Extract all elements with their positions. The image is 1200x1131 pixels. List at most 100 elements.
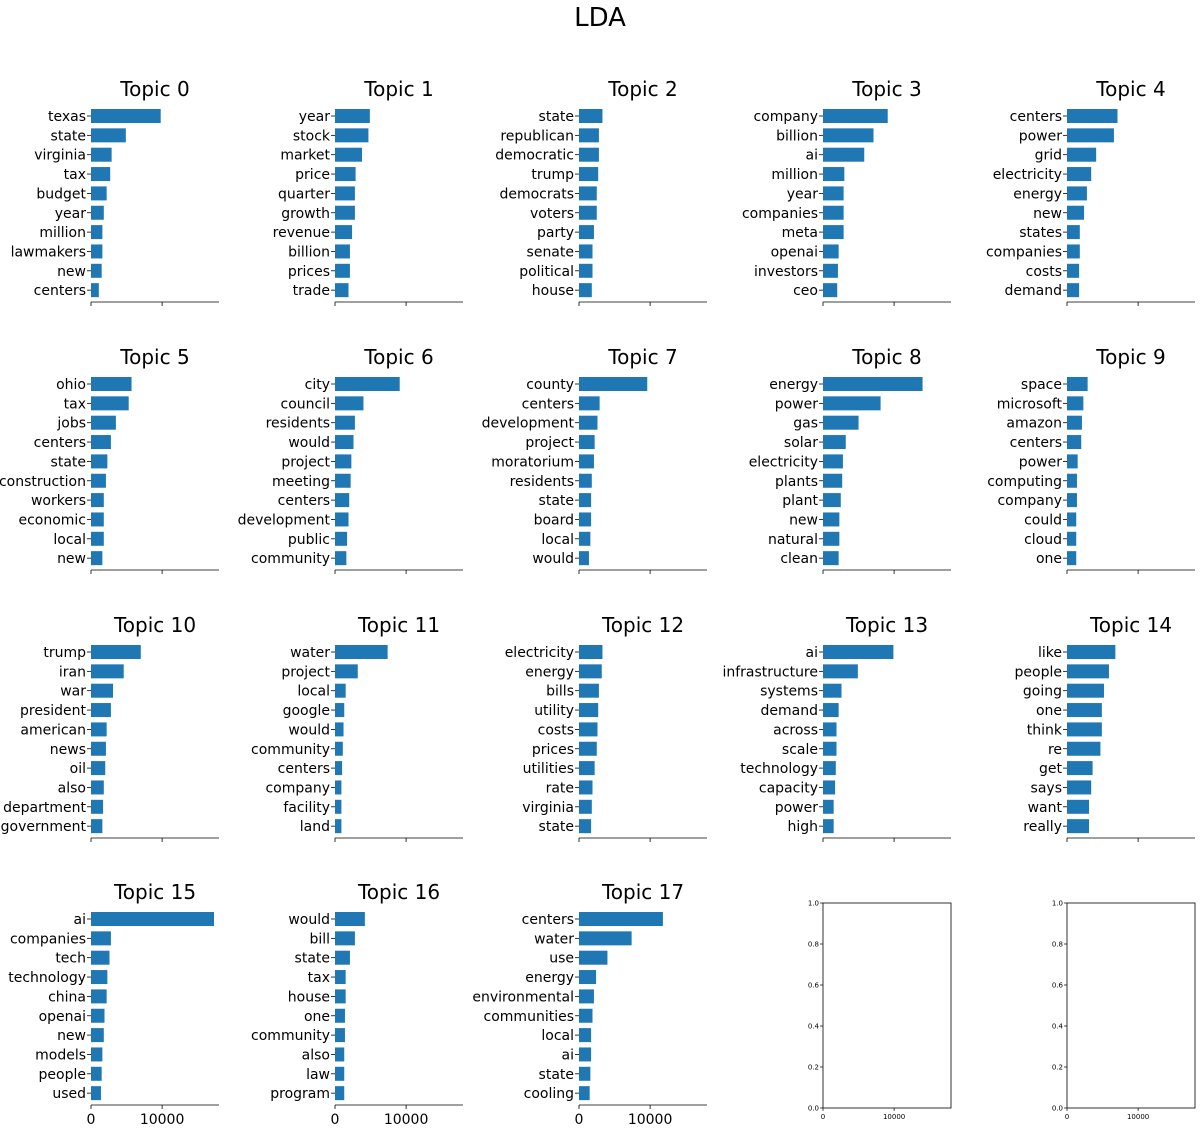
topic-11-label-company: company: [265, 780, 330, 796]
topic-17-bar-cooling: [579, 1086, 590, 1101]
topic-8-bar-plant: [823, 493, 841, 508]
topic-7-bar-state: [579, 493, 592, 508]
topic-6-bar-public: [335, 531, 348, 546]
topic-3-label-ceo: ceo: [793, 283, 818, 299]
topic-15-label-people: people: [39, 1067, 86, 1083]
topic-1-bar-year: [335, 109, 370, 123]
empty-panel-2-ytick-label: 0.2: [1052, 1064, 1063, 1072]
empty-panel-1-ytick-label: 0.4: [808, 1023, 820, 1031]
topic-15-bar-ai: [91, 912, 215, 926]
topic-10-label-oil: oil: [70, 761, 86, 777]
topic-10-label-american: american: [20, 722, 86, 738]
topic-12-label-rate: rate: [546, 780, 574, 796]
empty-panel-1-ytick-label: 1.0: [808, 900, 819, 908]
topic-17-label-cooling: cooling: [524, 1086, 574, 1102]
topic-12-label-utilities: utilities: [523, 761, 574, 777]
topic-4-label-companies: companies: [986, 244, 1062, 260]
topic-9-bar-amazon: [1067, 415, 1082, 430]
topic-4-label-costs: costs: [1026, 264, 1062, 280]
topic-16-label-one: one: [304, 1009, 330, 1025]
topic-1-label-prices: prices: [288, 264, 330, 280]
topic-5-bar-ohio: [91, 377, 132, 391]
topic-12-label-costs: costs: [538, 722, 574, 738]
topic-11-bar-community: [335, 741, 343, 756]
topic-5-label-workers: workers: [31, 493, 86, 509]
empty-panel-2-xtick-label: 0: [1065, 1113, 1069, 1121]
topic-5-bar-construction: [91, 473, 106, 488]
topic-13-label-high: high: [787, 819, 818, 835]
empty-panel-1-ytick-label: 0.2: [808, 1064, 819, 1072]
topic-15-label-openai: openai: [39, 1009, 86, 1025]
topic-7-bar-centers: [579, 396, 600, 411]
topic-14-label-going: going: [1023, 684, 1062, 700]
empty-panel-1-ytick-label: 0.8: [808, 941, 819, 949]
topic-14-label-re: re: [1048, 742, 1062, 758]
topic-17-label-energy: energy: [525, 970, 574, 986]
topic-8-label-clean: clean: [780, 551, 818, 567]
topic-12-bar-state: [579, 819, 592, 834]
topic-6-bar-meeting: [335, 473, 351, 488]
topic-2-bar-house: [579, 283, 592, 298]
topic-4-label-grid: grid: [1035, 148, 1062, 164]
topic-11-bar-land: [335, 819, 342, 834]
topic-6-label-would: would: [288, 435, 330, 451]
topic-0-bar-virginia: [91, 147, 112, 162]
topic-14-label-one: one: [1036, 703, 1062, 719]
topic-9-label-microsoft: microsoft: [997, 396, 1063, 412]
topic-17-xtick-label: 10000: [628, 1112, 673, 1128]
topic-5-label-tax: tax: [64, 396, 86, 412]
topic-13-bar-systems: [823, 683, 842, 698]
topic-6-label-meeting: meeting: [272, 474, 330, 490]
topic-5-title: Topic 5: [119, 345, 189, 369]
topic-12-bar-rate: [579, 780, 593, 795]
topic-3-label-companies: companies: [742, 206, 818, 222]
topic-2-bar-voters: [579, 205, 597, 220]
topic-1-bar-prices: [335, 263, 350, 278]
topic-16-xtick-label: 10000: [384, 1112, 429, 1128]
topic-5-bar-workers: [91, 493, 104, 508]
topic-11-label-centers: centers: [278, 761, 330, 777]
topic-0-label-year: year: [55, 206, 86, 222]
topic-3-label-company: company: [753, 109, 818, 125]
topic-16-label-house: house: [288, 989, 330, 1005]
topic-3-label-billion: billion: [776, 128, 818, 144]
topic-7-bar-project: [579, 435, 595, 450]
topic-9-bar-could: [1067, 512, 1077, 527]
topic-9-bar-centers: [1067, 435, 1082, 450]
topic-1-bar-growth: [335, 205, 355, 220]
topic-11-label-would: would: [288, 722, 330, 738]
topic-16-label-would: would: [288, 912, 330, 928]
topic-8-label-natural: natural: [768, 532, 818, 548]
topic-9-label-centers: centers: [1010, 435, 1062, 451]
topic-14-bar-like: [1067, 645, 1116, 659]
topic-16-bar-bill: [335, 931, 355, 946]
topic-1-label-quarter: quarter: [278, 186, 330, 202]
topic-0-label-new: new: [57, 264, 86, 280]
topic-8-label-gas: gas: [793, 416, 818, 432]
topic-16-bar-law: [335, 1066, 345, 1081]
topic-15-label-ai: ai: [74, 912, 86, 928]
topic-17-bar-ai: [579, 1047, 592, 1062]
topic-16-bar-tax: [335, 970, 346, 985]
topic-7-bar-county: [579, 377, 648, 391]
topic-17-bar-water: [579, 931, 632, 946]
topic-7-label-board: board: [534, 512, 574, 528]
topic-16-bar-state: [335, 950, 350, 965]
empty-panel-1-frame: [822, 902, 952, 1109]
topic-3-bar-meta: [823, 225, 844, 240]
topic-15-label-china: china: [48, 989, 86, 1005]
topic-13-label-power: power: [775, 800, 819, 816]
topic-13-label-scale: scale: [782, 742, 818, 758]
topic-6-bar-centers: [335, 493, 350, 508]
topic-5-label-construction: construction: [0, 474, 86, 490]
topic-14-bar-think: [1067, 722, 1102, 737]
topic-5-label-local: local: [53, 532, 86, 548]
topic-7-bar-board: [579, 512, 592, 527]
topic-5-label-jobs: jobs: [56, 416, 86, 432]
topic-13-bar-ai: [823, 645, 894, 659]
topic-12-title: Topic 12: [601, 613, 684, 637]
topic-16-xtick-label: 0: [331, 1112, 340, 1128]
topic-14-label-people: people: [1015, 664, 1062, 680]
topic-6-label-project: project: [281, 454, 330, 470]
